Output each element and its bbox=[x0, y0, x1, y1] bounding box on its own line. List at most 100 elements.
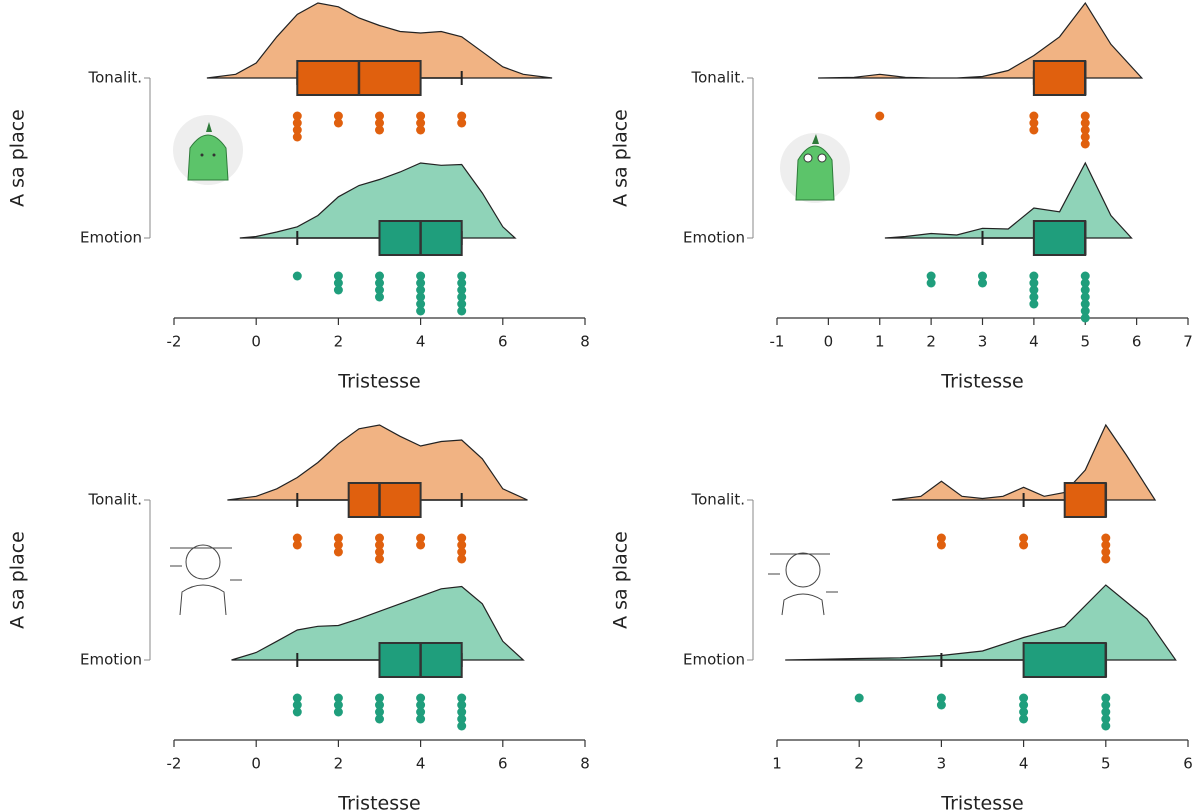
data-point bbox=[457, 547, 467, 557]
data-point bbox=[457, 292, 467, 302]
x-tick-label: 6 bbox=[498, 755, 508, 773]
data-point bbox=[416, 118, 426, 128]
data-point bbox=[1101, 714, 1111, 724]
data-point bbox=[936, 693, 946, 703]
box bbox=[1063, 482, 1107, 518]
data-point bbox=[333, 285, 343, 295]
data-point bbox=[416, 125, 426, 135]
data-point bbox=[1019, 540, 1029, 550]
x-tick-label: 4 bbox=[416, 333, 426, 351]
data-point bbox=[333, 111, 343, 121]
x-axis-title: Tristesse bbox=[337, 371, 420, 393]
avatar bbox=[170, 544, 242, 616]
data-point bbox=[375, 707, 384, 717]
density-cloud bbox=[206, 2, 553, 79]
x-tick-label: 3 bbox=[978, 333, 988, 351]
data-point bbox=[292, 132, 302, 142]
data-point bbox=[416, 278, 426, 288]
data-point bbox=[1080, 125, 1090, 135]
data-point bbox=[1101, 707, 1111, 717]
x-tick-label: 6 bbox=[498, 333, 508, 351]
data-point bbox=[375, 714, 384, 724]
data-point bbox=[1080, 111, 1090, 121]
data-point bbox=[333, 700, 343, 710]
data-point bbox=[1080, 292, 1090, 302]
density-cloud bbox=[231, 585, 525, 661]
data-point bbox=[375, 118, 384, 128]
data-point bbox=[926, 278, 936, 288]
x-tick-label: 7 bbox=[1183, 333, 1193, 351]
data-point bbox=[457, 271, 467, 281]
data-point bbox=[1080, 313, 1090, 323]
avatar bbox=[173, 115, 243, 185]
data-point bbox=[416, 714, 426, 724]
y-tick-label: Tonalit. bbox=[88, 491, 142, 509]
data-point bbox=[416, 271, 426, 281]
y-axis-title: A sa place bbox=[7, 109, 29, 207]
y-tick-label: Emotion bbox=[683, 651, 745, 669]
data-point bbox=[333, 118, 343, 128]
data-point bbox=[292, 693, 302, 703]
plots: -2 0 2 4 6 8 Tristesse A sa place Tonalit. Emotio… bbox=[7, 1, 1193, 812]
data-point bbox=[416, 700, 426, 710]
data-point bbox=[1080, 306, 1090, 316]
data-point bbox=[1029, 271, 1039, 281]
data-point bbox=[1029, 278, 1039, 288]
y-axis-title: A sa place bbox=[610, 109, 632, 207]
data-point bbox=[854, 693, 864, 703]
data-point bbox=[1019, 707, 1029, 717]
x-tick-label: 5 bbox=[1080, 333, 1090, 351]
data-point bbox=[333, 533, 343, 543]
data-point bbox=[1029, 292, 1039, 302]
x-tick-label: 6 bbox=[1183, 755, 1193, 773]
density-cloud bbox=[785, 584, 1177, 661]
x-tick-label: 0 bbox=[251, 755, 261, 773]
avatar bbox=[780, 133, 850, 203]
data-point bbox=[333, 540, 343, 550]
data-point bbox=[457, 111, 467, 121]
data-point bbox=[1101, 533, 1111, 543]
data-point bbox=[936, 700, 946, 710]
data-point bbox=[936, 533, 946, 543]
y-tick-label: Emotion bbox=[80, 229, 142, 247]
density-cloud bbox=[818, 1, 1144, 79]
x-tick-label: 4 bbox=[1019, 755, 1029, 773]
y-tick-label: Emotion bbox=[80, 651, 142, 669]
box bbox=[347, 482, 422, 518]
data-point bbox=[1029, 111, 1039, 121]
x-tick-label: -1 bbox=[770, 333, 785, 351]
y-axis-title: A sa place bbox=[7, 531, 29, 629]
data-point bbox=[457, 714, 467, 724]
data-point bbox=[416, 707, 426, 717]
data-point bbox=[457, 278, 467, 288]
y-tick-label: Tonalit. bbox=[88, 69, 142, 87]
density-cloud bbox=[892, 423, 1157, 501]
x-tick-label: -2 bbox=[167, 755, 182, 773]
y-tick-label: Emotion bbox=[683, 229, 745, 247]
box bbox=[1032, 220, 1087, 256]
y-axis-title: A sa place bbox=[610, 531, 632, 629]
data-point bbox=[1080, 285, 1090, 295]
data-point bbox=[375, 125, 384, 135]
x-tick-label: 1 bbox=[875, 333, 885, 351]
x-tick-label: 2 bbox=[334, 333, 344, 351]
density-cloud bbox=[884, 161, 1133, 239]
data-point bbox=[1019, 693, 1029, 703]
data-point bbox=[1029, 299, 1039, 309]
data-point bbox=[375, 111, 384, 121]
density-cloud bbox=[227, 424, 528, 501]
data-point bbox=[375, 700, 384, 710]
data-point bbox=[1029, 118, 1039, 128]
data-point bbox=[375, 278, 384, 288]
data-point bbox=[1101, 721, 1111, 731]
data-point bbox=[457, 721, 467, 731]
data-point bbox=[926, 271, 936, 281]
x-axis-title: Tristesse bbox=[940, 371, 1023, 393]
data-point bbox=[1080, 299, 1090, 309]
x-tick-label: 0 bbox=[824, 333, 834, 351]
data-point bbox=[1029, 125, 1039, 135]
x-tick-label: 4 bbox=[1029, 333, 1039, 351]
data-point bbox=[292, 707, 302, 717]
data-point bbox=[416, 540, 426, 550]
data-point bbox=[375, 547, 384, 557]
